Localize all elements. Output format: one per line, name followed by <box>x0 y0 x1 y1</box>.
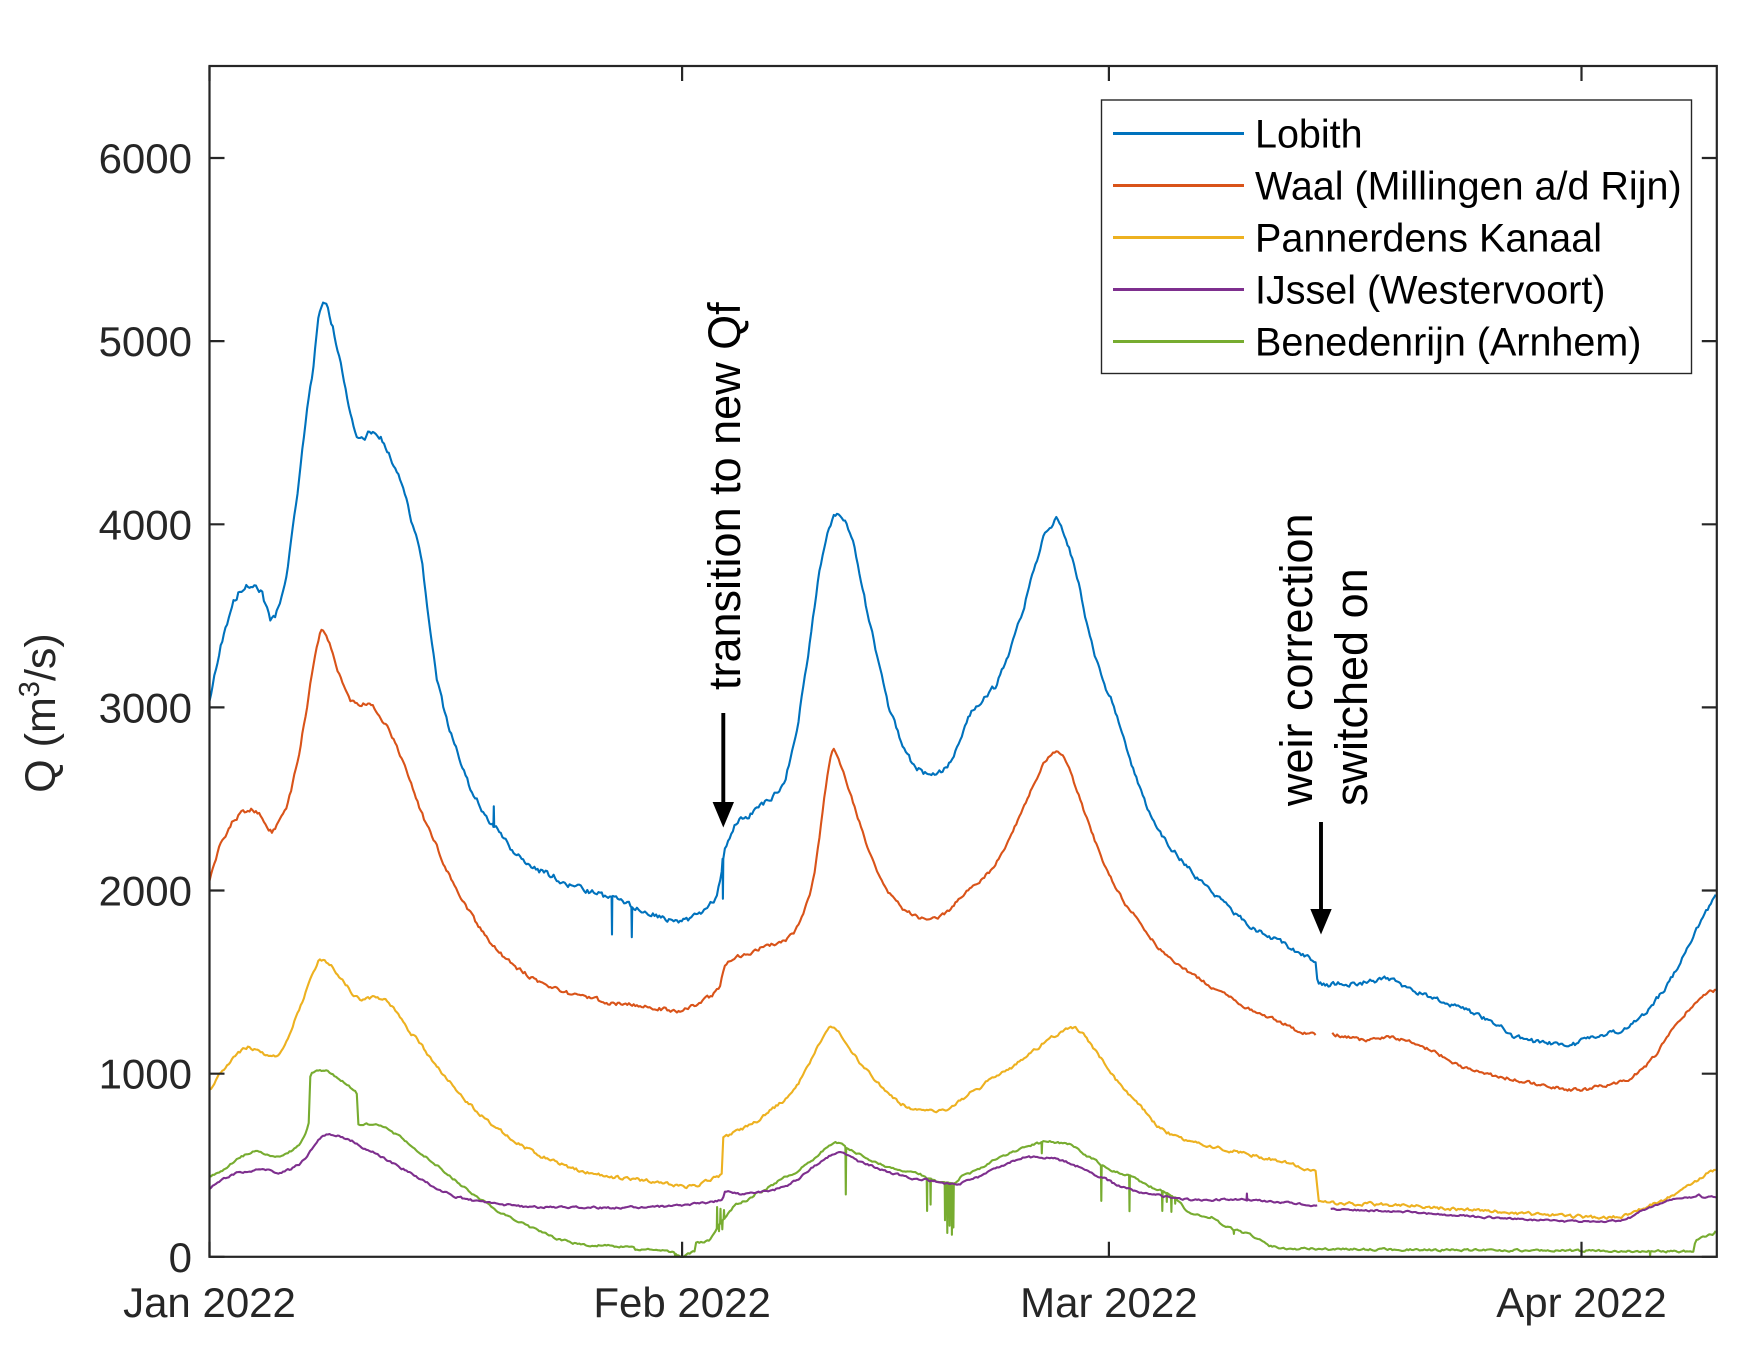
svg-text:Apr 2022: Apr 2022 <box>1496 1279 1666 1326</box>
svg-text:0: 0 <box>169 1234 192 1281</box>
svg-text:Feb 2022: Feb 2022 <box>593 1279 770 1326</box>
svg-text:switched on: switched on <box>1326 568 1377 806</box>
svg-text:Benedenrijn (Arnhem): Benedenrijn (Arnhem) <box>1255 321 1641 365</box>
svg-text:6000: 6000 <box>99 135 192 182</box>
svg-text:IJssel (Westervoort): IJssel (Westervoort) <box>1255 269 1605 313</box>
svg-text:Q (m3/s): Q (m3/s) <box>14 633 65 792</box>
svg-text:4000: 4000 <box>99 501 192 548</box>
svg-text:1000: 1000 <box>99 1051 192 1098</box>
svg-text:Pannerdens Kanaal: Pannerdens Kanaal <box>1255 217 1602 261</box>
svg-text:Waal (Millingen a/d Rijn): Waal (Millingen a/d Rijn) <box>1255 165 1682 209</box>
svg-text:Mar 2022: Mar 2022 <box>1020 1279 1197 1326</box>
svg-text:Jan 2022: Jan 2022 <box>123 1279 296 1326</box>
svg-text:transition to new Qf: transition to new Qf <box>699 302 750 690</box>
svg-text:weir correction: weir correction <box>1271 513 1322 807</box>
svg-text:3000: 3000 <box>99 684 192 731</box>
svg-text:5000: 5000 <box>99 318 192 365</box>
svg-text:2000: 2000 <box>99 868 192 915</box>
svg-text:Lobith: Lobith <box>1255 113 1363 157</box>
